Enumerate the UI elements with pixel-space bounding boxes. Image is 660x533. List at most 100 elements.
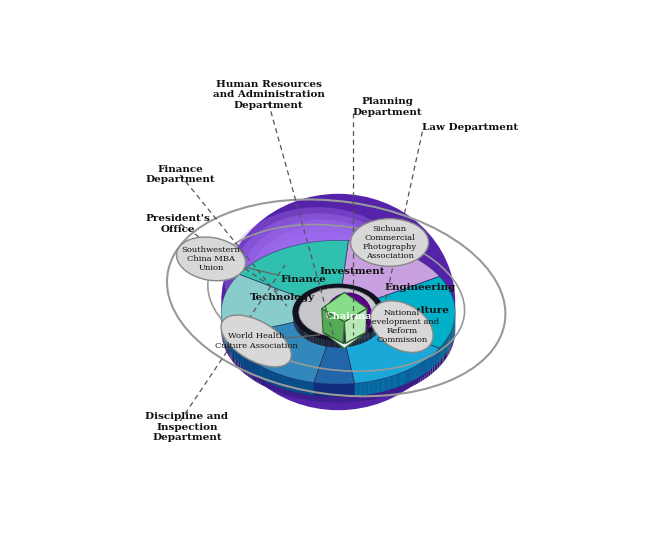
Polygon shape — [315, 383, 318, 401]
Text: Investment: Investment — [320, 266, 385, 276]
Polygon shape — [352, 383, 355, 402]
Polygon shape — [244, 354, 245, 368]
Polygon shape — [300, 327, 301, 335]
Polygon shape — [269, 370, 271, 384]
Polygon shape — [363, 335, 364, 343]
Polygon shape — [288, 377, 290, 391]
Polygon shape — [361, 382, 364, 401]
Polygon shape — [300, 380, 301, 393]
Circle shape — [343, 310, 347, 314]
Polygon shape — [228, 312, 338, 383]
Polygon shape — [382, 378, 385, 397]
Polygon shape — [233, 343, 234, 364]
Polygon shape — [271, 372, 273, 385]
Polygon shape — [429, 356, 431, 376]
Polygon shape — [352, 338, 353, 346]
Polygon shape — [364, 382, 367, 401]
Polygon shape — [416, 366, 417, 379]
Polygon shape — [378, 324, 379, 333]
Polygon shape — [338, 312, 440, 383]
Polygon shape — [416, 365, 418, 384]
Polygon shape — [308, 333, 310, 341]
Polygon shape — [429, 357, 430, 370]
Polygon shape — [303, 330, 304, 338]
Polygon shape — [317, 337, 318, 345]
Polygon shape — [318, 337, 320, 345]
Circle shape — [335, 302, 358, 325]
Polygon shape — [372, 330, 374, 338]
Polygon shape — [409, 368, 411, 388]
Polygon shape — [329, 340, 330, 347]
Polygon shape — [421, 362, 422, 376]
Polygon shape — [360, 336, 361, 344]
Polygon shape — [249, 359, 252, 379]
Polygon shape — [249, 359, 250, 373]
Polygon shape — [338, 276, 455, 348]
Polygon shape — [441, 346, 442, 359]
Polygon shape — [345, 340, 347, 348]
Polygon shape — [430, 356, 432, 369]
Polygon shape — [437, 350, 438, 364]
Polygon shape — [370, 332, 371, 340]
Polygon shape — [401, 372, 404, 391]
Polygon shape — [297, 379, 298, 393]
Circle shape — [340, 307, 352, 318]
Polygon shape — [438, 349, 440, 368]
Polygon shape — [290, 377, 291, 391]
Polygon shape — [260, 366, 261, 379]
Polygon shape — [246, 356, 248, 376]
Polygon shape — [361, 383, 362, 395]
Polygon shape — [239, 350, 240, 370]
Polygon shape — [278, 374, 280, 393]
Circle shape — [339, 305, 354, 321]
Polygon shape — [261, 366, 262, 379]
Polygon shape — [373, 381, 374, 394]
Polygon shape — [370, 381, 373, 400]
Polygon shape — [311, 382, 312, 395]
Text: Planning
Department: Planning Department — [352, 98, 422, 117]
Text: Trade: Trade — [389, 330, 422, 340]
Polygon shape — [242, 353, 244, 373]
Polygon shape — [240, 352, 241, 365]
Polygon shape — [432, 354, 433, 368]
Polygon shape — [360, 383, 361, 396]
Polygon shape — [427, 358, 429, 378]
Polygon shape — [358, 383, 361, 401]
Polygon shape — [381, 378, 383, 392]
Circle shape — [332, 300, 362, 330]
Polygon shape — [252, 361, 254, 381]
Polygon shape — [226, 333, 227, 353]
Polygon shape — [301, 381, 302, 393]
Polygon shape — [279, 374, 280, 387]
Polygon shape — [434, 352, 436, 366]
Text: Finance
Department: Finance Department — [145, 165, 215, 184]
Polygon shape — [399, 374, 400, 387]
Ellipse shape — [298, 263, 364, 313]
Polygon shape — [391, 376, 393, 389]
Polygon shape — [334, 340, 335, 348]
Ellipse shape — [299, 288, 378, 336]
Polygon shape — [321, 383, 324, 402]
Polygon shape — [289, 377, 292, 397]
Polygon shape — [299, 326, 300, 334]
Polygon shape — [261, 366, 263, 386]
Polygon shape — [254, 362, 256, 382]
Polygon shape — [368, 332, 370, 341]
Polygon shape — [283, 376, 284, 389]
Polygon shape — [275, 373, 278, 392]
Polygon shape — [298, 379, 300, 393]
Polygon shape — [394, 375, 395, 389]
Polygon shape — [388, 377, 389, 390]
Polygon shape — [374, 329, 375, 337]
Polygon shape — [405, 370, 407, 384]
Polygon shape — [304, 381, 305, 394]
Polygon shape — [265, 368, 268, 388]
Polygon shape — [390, 376, 393, 395]
Polygon shape — [432, 353, 434, 373]
Ellipse shape — [221, 315, 291, 367]
Ellipse shape — [273, 244, 380, 325]
Polygon shape — [367, 381, 370, 400]
Text: Human Resources
and Administration
Department: Human Resources and Administration Depar… — [213, 80, 325, 110]
Polygon shape — [383, 378, 384, 392]
Polygon shape — [374, 381, 376, 393]
